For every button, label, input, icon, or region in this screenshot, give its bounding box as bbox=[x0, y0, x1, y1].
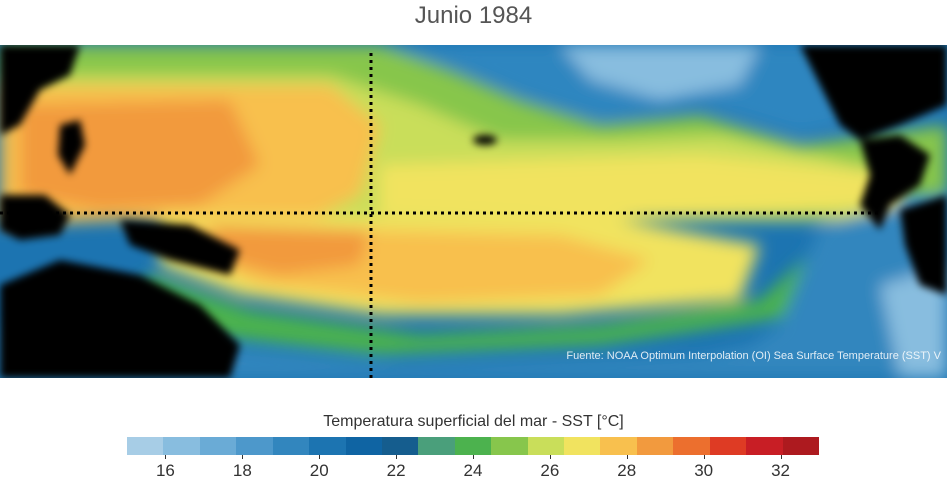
sst-equatorial-band bbox=[380, 155, 900, 220]
borneo-sumatra bbox=[0, 195, 70, 240]
new-guinea bbox=[120, 220, 240, 275]
north-america bbox=[800, 45, 947, 140]
colorbar-segment bbox=[309, 437, 346, 455]
colorbar-segment bbox=[272, 437, 310, 455]
colorbar-tick-label: 22 bbox=[386, 461, 406, 480]
colorbar-segment bbox=[527, 437, 565, 455]
colorbar-segment bbox=[782, 437, 820, 455]
colorbar-tick-mark bbox=[549, 455, 551, 459]
colorbar-segment bbox=[345, 437, 382, 455]
colorbar-segment bbox=[636, 437, 674, 455]
australia bbox=[0, 260, 240, 378]
philippines bbox=[58, 120, 85, 175]
colorbar-tick-label: 20 bbox=[309, 461, 329, 480]
colorbar-segment bbox=[673, 437, 710, 455]
colorbar-segment bbox=[381, 437, 419, 455]
colorbar-ticks: 16 18 20 22 24 26 28 30 32 bbox=[127, 455, 819, 480]
colorbar-tick-label: 26 bbox=[540, 461, 560, 480]
colorbar-segment bbox=[746, 437, 783, 455]
sst-north-pacific-cold bbox=[560, 45, 760, 100]
south-america bbox=[900, 195, 947, 295]
colorbar-tick-mark bbox=[396, 455, 398, 459]
colorbar bbox=[127, 437, 820, 455]
colorbar-segment bbox=[418, 437, 455, 455]
colorbar-tick-mark bbox=[165, 455, 167, 459]
colorbar-tick-mark bbox=[703, 455, 705, 459]
central-america bbox=[860, 135, 930, 230]
colorbar-label: Temperatura superficial del mar - SST [°… bbox=[323, 413, 624, 430]
colorbar-tick-label: 28 bbox=[617, 461, 637, 480]
asia-landmass bbox=[0, 45, 80, 135]
colorbar-tick-mark bbox=[242, 455, 244, 459]
sst-peru-cold bbox=[880, 265, 947, 378]
sst-map bbox=[0, 45, 947, 378]
colorbar-tick-mark bbox=[780, 455, 782, 459]
colorbar-segment bbox=[709, 437, 747, 455]
colorbar-tick-mark bbox=[319, 455, 321, 459]
colorbar-tick-mark bbox=[473, 455, 474, 459]
colorbar-segment bbox=[236, 437, 273, 455]
colorbar-segment bbox=[199, 437, 237, 455]
colorbar-segment bbox=[600, 437, 637, 455]
hawaii bbox=[473, 135, 497, 145]
sst-south-east-cool bbox=[700, 195, 947, 378]
colorbar-tick-label: 30 bbox=[694, 461, 714, 480]
map-title: Junio 1984 bbox=[414, 2, 533, 29]
colorbar-segment bbox=[127, 437, 164, 455]
landmasses bbox=[0, 45, 947, 378]
colorbar-tick-label: 24 bbox=[463, 461, 483, 480]
sst-south-green-rim bbox=[130, 225, 880, 355]
colorbar-segment bbox=[564, 437, 601, 455]
colorbar-segment bbox=[491, 437, 528, 455]
colorbar-tick-label: 16 bbox=[155, 461, 175, 480]
sst-south-core bbox=[210, 225, 370, 275]
colorbar-segment bbox=[163, 437, 200, 455]
colorbar-tick-mark bbox=[626, 455, 628, 459]
colorbar-tick-label: 18 bbox=[232, 461, 252, 480]
colorbar-segment bbox=[454, 437, 492, 455]
colorbar-tick-label: 32 bbox=[771, 461, 790, 480]
source-credit: Fuente: NOAA Optimum Interpolation (OI) … bbox=[566, 350, 941, 362]
